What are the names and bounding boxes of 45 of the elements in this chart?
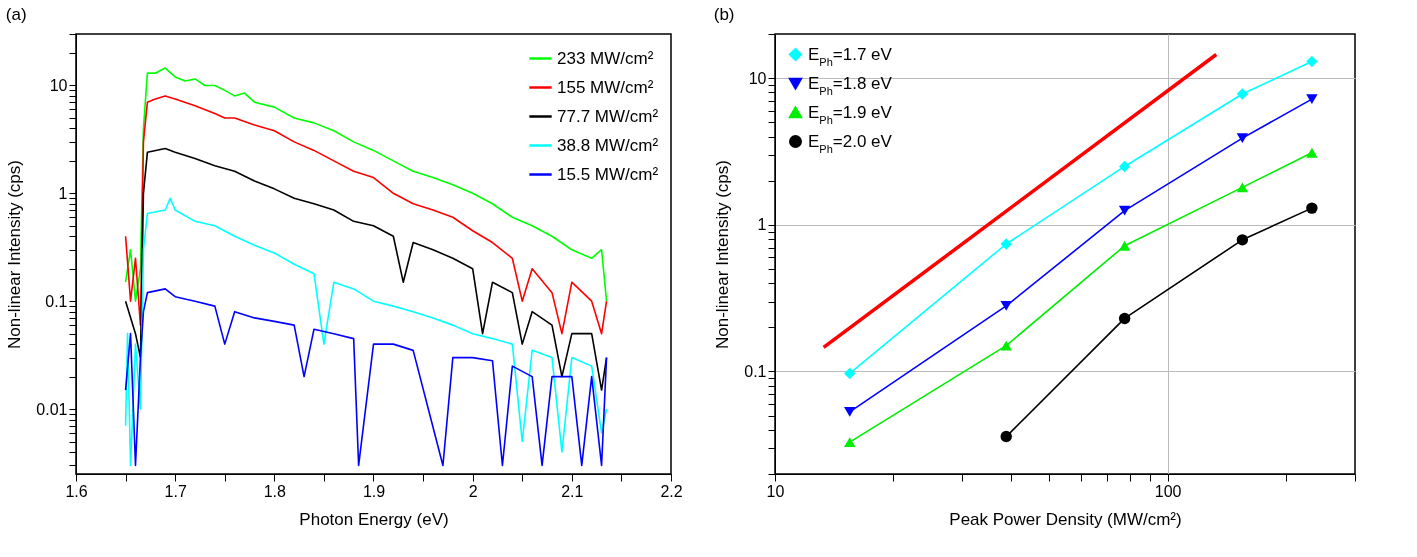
chart-title: (b) — [713, 5, 735, 24]
legend-label: 38.8 MW/cm² — [557, 135, 659, 155]
line-series — [124, 288, 608, 467]
y-tick-label: 1 — [757, 216, 767, 234]
point — [1000, 300, 1012, 311]
y-tick-label: 0.01 — [36, 400, 68, 418]
point — [1118, 240, 1131, 251]
x-tick-label: 1.8 — [263, 482, 287, 500]
legend-label: E$_{Ph}$=1.7 eV — [808, 44, 893, 68]
legend-label: E$_{Ph}$=1.9 eV — [808, 102, 893, 126]
x-tick-label: 100 — [1154, 482, 1182, 500]
point — [1236, 182, 1249, 193]
point — [1118, 312, 1131, 325]
point — [1236, 88, 1249, 100]
line-series — [124, 197, 608, 467]
point — [1000, 340, 1012, 351]
legend-label: E$_{Ph}$=1.8 eV — [808, 73, 893, 97]
chart-title: (a) — [5, 5, 27, 24]
point — [1118, 160, 1131, 173]
y-tick-label: 10 — [49, 76, 68, 94]
y-tick-label: 0.1 — [744, 362, 767, 380]
y-axis-title: Non-linear Intensity (cps) — [5, 160, 25, 349]
x-tick-label: 10 — [766, 482, 785, 500]
y-tick-label: 0.1 — [45, 292, 68, 310]
point — [1000, 238, 1012, 250]
legend-label: 155 MW/cm² — [557, 77, 654, 97]
legend-label: 15.5 MW/cm² — [557, 164, 659, 184]
y-tick-label: 10 — [748, 69, 767, 87]
x-tick-label: 2 — [468, 482, 478, 500]
x-tick-label: 1.7 — [164, 482, 187, 500]
legend-label: 233 MW/cm² — [557, 48, 654, 68]
y-axis-title: Non-linear Intensity (cps) — [713, 160, 733, 349]
x-tick-label: 2.1 — [561, 482, 584, 500]
legend-label: E$_{Ph}$=2.0 eV — [808, 131, 893, 155]
point — [1236, 133, 1249, 144]
y-tick-label: 1 — [58, 184, 68, 202]
point — [1000, 430, 1012, 443]
point — [1118, 205, 1131, 216]
x-tick-label: 2.2 — [660, 482, 683, 500]
x-axis-title: Peak Power Density (MW/cm²) — [949, 509, 1182, 529]
point — [1236, 234, 1249, 246]
x-tick-label: 1.6 — [65, 482, 88, 500]
x-tick-label: 1.9 — [362, 482, 386, 500]
legend-label: 77.7 MW/cm² — [557, 106, 659, 126]
x-axis-title: Photon Energy (eV) — [299, 509, 449, 529]
